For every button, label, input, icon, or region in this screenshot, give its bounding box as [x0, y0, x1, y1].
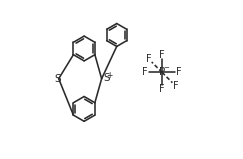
Text: S: S	[55, 74, 61, 84]
Text: F: F	[159, 51, 165, 60]
Text: P: P	[159, 67, 165, 77]
Text: +: +	[106, 71, 113, 80]
Text: F: F	[146, 54, 151, 64]
Text: F: F	[173, 81, 178, 91]
Text: F: F	[176, 67, 182, 77]
Text: −: −	[164, 65, 169, 71]
Text: S: S	[104, 73, 110, 83]
Text: F: F	[159, 84, 165, 94]
Text: F: F	[142, 67, 148, 77]
